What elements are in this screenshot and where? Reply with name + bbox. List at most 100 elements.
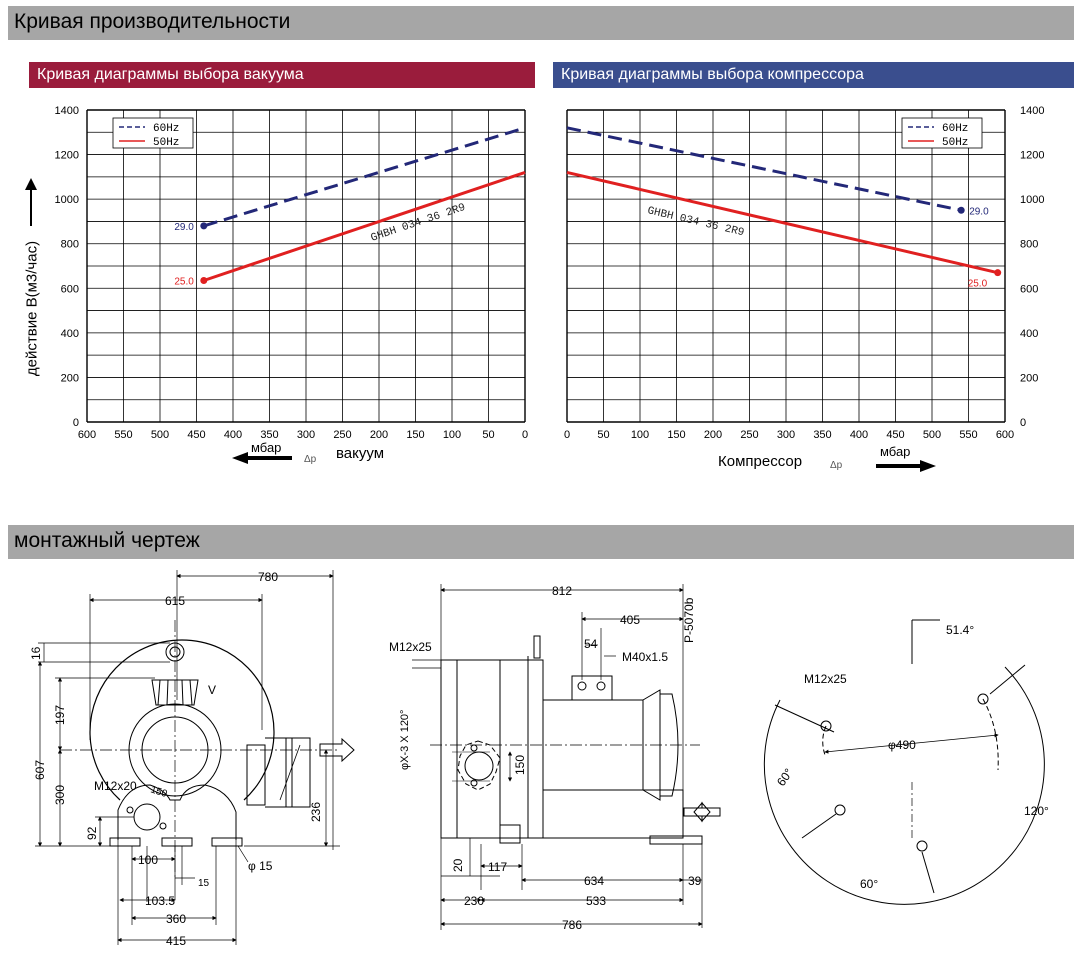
dim-100: 100 <box>138 853 158 867</box>
performance-section-header: Кривая производительности <box>8 6 1074 40</box>
x-tick-label: 450 <box>187 429 205 441</box>
y-tick-label: 200 <box>61 372 79 384</box>
mounting-section-header: монтажный чертеж <box>8 525 1074 559</box>
legend: 60Hz 50Hz <box>112 117 194 149</box>
dim-20: 20 <box>451 858 465 872</box>
x-tick-label: 500 <box>151 429 169 441</box>
dim-360: 360 <box>166 912 186 926</box>
dim-405: 405 <box>620 613 640 627</box>
dim-150-side: 150 <box>513 755 527 775</box>
x-tick-label: 50 <box>482 429 494 441</box>
side-dimensions <box>412 584 703 930</box>
delta-p-label: Δp <box>304 454 317 465</box>
x-tick-label: 300 <box>777 429 795 441</box>
dim-m12x20: M12x20 <box>94 779 137 793</box>
delta-p-label: Δp <box>830 460 843 471</box>
dim-phix: φX-3 X 120° <box>399 710 411 770</box>
legend-box <box>901 117 983 149</box>
flange-labels: 51.4° M12x25 φ490 60° 120° 60° <box>774 623 1049 891</box>
x-unit-label: мбар <box>880 444 910 459</box>
y-tick-label: 800 <box>1020 239 1038 251</box>
dim-634: 634 <box>584 874 604 888</box>
y-tick-label: 1400 <box>1020 105 1044 117</box>
series-end-label: 25.0 <box>174 276 194 287</box>
x-tick-label: 200 <box>704 429 722 441</box>
dim-533: 533 <box>586 894 606 908</box>
dim-780: 780 <box>258 570 278 584</box>
dim-236: 236 <box>309 802 323 822</box>
chart-1: 0 50 100 150 200 250 300 350 400 450 500 550 600 0 200… <box>564 105 1044 472</box>
x-tick-label: 200 <box>370 429 388 441</box>
y-axis-arrow-icon <box>25 178 37 226</box>
mounting-section-title: монтажный чертеж <box>14 529 200 552</box>
y-tick-label: 800 <box>61 239 79 251</box>
x-tick-label: 550 <box>114 429 132 441</box>
dim-300: 300 <box>53 785 67 805</box>
compressor-chart-header: Кривая диаграммы выбора компрессора <box>553 62 1074 88</box>
y-tick-label: 0 <box>1020 417 1026 429</box>
x-tick-label: 350 <box>260 429 278 441</box>
series-endpoint <box>200 222 208 230</box>
y-tick-label: 0 <box>73 417 79 429</box>
y-tick-label: 1000 <box>1020 194 1044 206</box>
dim-117: 117 <box>488 860 507 874</box>
x-tick-label: 300 <box>297 429 315 441</box>
dim-m12x25-flange: M12x25 <box>804 672 847 686</box>
x-tick-label: 450 <box>886 429 904 441</box>
dim-812: 812 <box>552 584 572 598</box>
dim-15: 15 <box>198 878 210 889</box>
axis-arrow-right-icon <box>876 460 936 472</box>
y-tick-label: 1200 <box>55 150 79 162</box>
x-tick-label: 500 <box>923 429 941 441</box>
legend-label: 60Hz <box>942 123 968 135</box>
series-endpoint <box>200 276 208 284</box>
x-tick-label: 250 <box>333 429 351 441</box>
x-tick-label: 100 <box>443 429 461 441</box>
y-tick-label: 1400 <box>55 105 79 117</box>
series-line <box>203 126 526 228</box>
angle-60b: 60° <box>860 877 878 891</box>
x-tick-label: 150 <box>667 429 685 441</box>
dim-16: 16 <box>29 646 43 660</box>
dim-phi15: φ 15 <box>248 859 273 873</box>
series-line <box>566 126 962 212</box>
y-tick-label: 200 <box>1020 372 1038 384</box>
vacuum-chart-title: Кривая диаграммы выбора вакуума <box>37 66 304 83</box>
y-tick-label: 1200 <box>1020 150 1044 162</box>
series-line <box>566 170 999 275</box>
y-tick-label: 400 <box>61 328 79 340</box>
series-line <box>203 170 526 282</box>
x-tick-label: 600 <box>996 429 1014 441</box>
series-endpoint <box>957 206 965 214</box>
dim-615: 615 <box>165 594 185 608</box>
x-axis-label: вакуум <box>336 445 384 462</box>
legend-label: 50Hz <box>153 137 179 149</box>
dim-415: 415 <box>166 934 186 948</box>
front-view <box>60 620 355 880</box>
dim-92: 92 <box>85 826 99 840</box>
y-tick-label: 600 <box>1020 283 1038 295</box>
series-endpoint <box>994 269 1002 277</box>
angle-60a: 60° <box>774 766 796 789</box>
x-unit-label: мбар <box>251 440 281 455</box>
series-end-label: 25.0 <box>968 279 988 290</box>
x-tick-label: 0 <box>564 429 570 441</box>
dim-786: 786 <box>562 918 582 932</box>
x-tick-label: 100 <box>631 429 649 441</box>
dim-197: 197 <box>53 705 67 725</box>
compressor-chart-title: Кривая диаграммы выбора компрессора <box>561 66 864 83</box>
y-tick-label: 400 <box>1020 328 1038 340</box>
dim-m12x25-side: M12x25 <box>389 640 432 654</box>
front-dim-labels: 780 615 16 197 607 300 92 236 100 15 103… <box>29 570 323 948</box>
x-tick-label: 350 <box>813 429 831 441</box>
x-axis-label: Компрессор <box>718 453 802 470</box>
series-end-label: 29.0 <box>969 206 989 217</box>
dim-v: V <box>208 683 216 697</box>
dim-39: 39 <box>688 874 702 888</box>
y-tick-label: 600 <box>61 283 79 295</box>
x-tick-label: 400 <box>224 429 242 441</box>
performance-section-title: Кривая производительности <box>14 10 291 33</box>
legend: 60Hz 50Hz <box>901 117 983 149</box>
series-end-label: 29.0 <box>174 222 194 233</box>
x-tick-label: 600 <box>78 429 96 441</box>
